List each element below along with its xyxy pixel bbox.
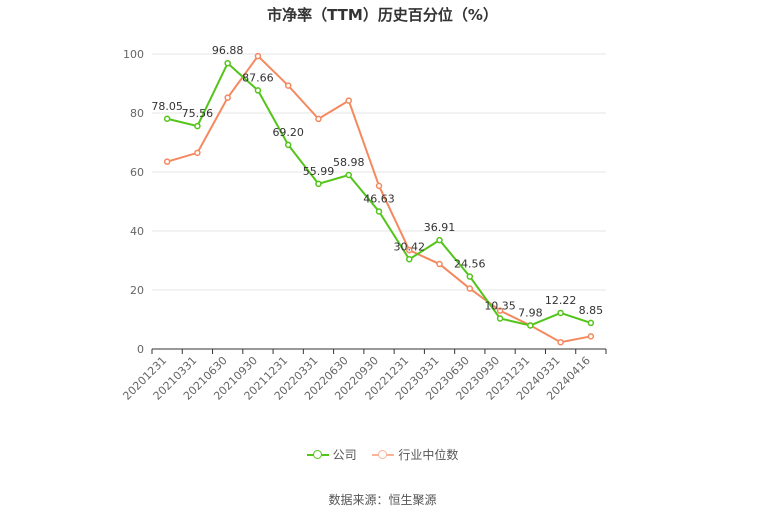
data-label: 7.98 xyxy=(518,306,543,319)
data-label: 24.56 xyxy=(454,258,486,271)
data-label: 96.88 xyxy=(212,44,244,57)
data-point-company[interactable] xyxy=(224,59,231,67)
data-label: 12.22 xyxy=(545,294,577,307)
data-point-company[interactable] xyxy=(375,208,383,215)
grid-lines xyxy=(152,53,606,291)
data-point-industry-median[interactable] xyxy=(254,52,262,60)
data-point-company[interactable] xyxy=(527,322,534,329)
y-tick-label: 0 xyxy=(137,343,144,356)
source-note: 数据来源：恒生聚源 xyxy=(328,493,437,507)
data-point-industry-median[interactable] xyxy=(163,158,171,165)
data-point-company[interactable] xyxy=(557,309,564,317)
legend-swatch-company xyxy=(306,449,329,460)
data-label: 87.66 xyxy=(242,71,274,84)
axes: 0204060801002020123120210331202106302021… xyxy=(120,48,607,403)
y-tick-label: 60 xyxy=(130,166,144,179)
data-point-industry-median[interactable] xyxy=(375,182,383,190)
legend-label-industry-median: 行业中位数 xyxy=(398,448,459,462)
data-point-company[interactable] xyxy=(163,115,171,123)
legend-label-company: 公司 xyxy=(332,448,357,462)
data-point-industry-median[interactable] xyxy=(436,260,443,268)
data-point-industry-median[interactable] xyxy=(315,115,322,123)
data-point-company[interactable] xyxy=(254,87,262,94)
data-label: 78.05 xyxy=(151,100,183,113)
data-point-company[interactable] xyxy=(284,141,292,149)
data-point-industry-median[interactable] xyxy=(345,97,352,104)
data-label: 46.63 xyxy=(363,192,395,205)
data-label: 69.20 xyxy=(272,126,304,139)
data-point-industry-median[interactable] xyxy=(587,333,595,340)
series-lines xyxy=(163,52,595,346)
data-label: 75.56 xyxy=(182,107,214,120)
data-label: 55.99 xyxy=(303,165,335,178)
data-point-company[interactable] xyxy=(466,273,474,280)
data-point-company[interactable] xyxy=(436,236,443,244)
y-tick-label: 80 xyxy=(130,107,144,120)
y-tick-label: 20 xyxy=(130,284,144,297)
data-point-company[interactable] xyxy=(587,319,595,327)
data-point-industry-median[interactable] xyxy=(194,149,201,157)
legend: 公司 行业中位数 xyxy=(0,446,765,463)
legend-swatch-industry-median xyxy=(372,449,395,460)
data-point-company[interactable] xyxy=(496,315,504,322)
data-point-industry-median[interactable] xyxy=(496,307,504,314)
data-label: 58.98 xyxy=(333,156,365,169)
data-label: 10.35 xyxy=(484,299,516,312)
data-point-industry-median[interactable] xyxy=(284,82,292,89)
y-tick-label: 100 xyxy=(123,48,144,61)
data-point-company[interactable] xyxy=(406,256,413,263)
y-tick-label: 40 xyxy=(130,225,144,238)
data-point-industry-median[interactable] xyxy=(466,285,474,292)
data-point-company[interactable] xyxy=(345,171,352,179)
chart-title: 市净率（TTM）历史百分位（%） xyxy=(267,6,498,24)
legend-item-company[interactable]: 公司 xyxy=(306,446,357,463)
data-label: 36.91 xyxy=(424,221,456,234)
data-label: 8.85 xyxy=(579,304,604,317)
data-point-industry-median[interactable] xyxy=(557,338,564,346)
data-point-industry-median[interactable] xyxy=(224,94,231,101)
data-point-company[interactable] xyxy=(194,122,201,130)
data-point-industry-median[interactable] xyxy=(406,246,413,254)
legend-item-industry-median[interactable]: 行业中位数 xyxy=(372,446,458,463)
data-point-company[interactable] xyxy=(315,180,322,188)
data-label: 30.42 xyxy=(394,240,426,253)
